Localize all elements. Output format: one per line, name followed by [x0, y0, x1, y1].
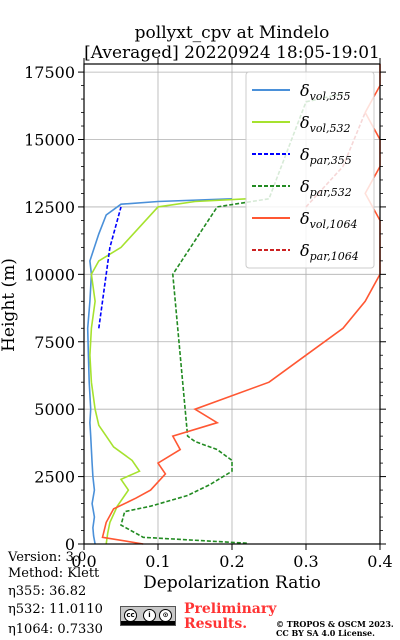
series-line-1	[89, 198, 247, 545]
x-tick-label: 0.1	[145, 552, 170, 571]
y-tick-label: 7500	[34, 333, 75, 352]
license-bar	[121, 621, 175, 625]
preliminary-results-text: Preliminary Results.	[184, 602, 276, 632]
series-line-2	[98, 206, 122, 329]
y-tick-label: 5000	[34, 400, 75, 419]
chart-title-line1: pollyxt_cpv at Mindelo	[135, 23, 330, 43]
version-text: Version: 3.0	[8, 550, 87, 565]
legend-label-1: δvol,532	[300, 113, 351, 135]
y-tick-label: 12500	[24, 198, 75, 217]
legend-label-4: δvol,1064	[300, 209, 358, 231]
x-tick-label: 0.0	[71, 552, 96, 571]
copyright-line1: © TROPOS & OSCM 2023.	[276, 619, 394, 629]
eta1064-text: η1064: 0.7330	[8, 622, 103, 637]
copyright-line2: CC BY SA 4.0 License.	[276, 628, 375, 638]
legend-label-3: δpar,532	[300, 177, 352, 199]
chart-title-line2: [Averaged] 20220924 18:05-19:01	[84, 43, 380, 63]
y-axis-label: Height (m)	[0, 258, 19, 352]
share-alike-icon: ⊙	[159, 609, 172, 622]
x-tick-label: 0.2	[219, 552, 244, 571]
prelim-line1: Preliminary	[184, 601, 277, 617]
y-tick-label: 15000	[24, 131, 75, 150]
legend-label-2: δpar,355	[300, 145, 352, 167]
series-line-0	[86, 198, 233, 545]
legend: δvol,355 δvol,532 δpar,355 δpar,532 δvol,106…	[245, 71, 375, 269]
plot-axes: 0.0 0.1 0.2 0.3 0.4 0 2500 5000 7500 10000 12500 15…	[24, 58, 393, 571]
eta355-text: η355: 36.82	[8, 584, 87, 599]
legend-label-5: δpar,1064	[300, 241, 359, 263]
prelim-line2: Results.	[184, 616, 248, 632]
legend-label-0: δvol,355	[300, 81, 351, 103]
x-axis-label: Depolarization Ratio	[143, 573, 321, 593]
y-tick-label: 2500	[34, 468, 75, 487]
cc-license-logo: cc i ⊙	[120, 606, 176, 626]
method-text: Method: Klett	[8, 566, 100, 581]
eta532-text: η532: 11.0110	[8, 602, 103, 617]
x-tick-label: 0.4	[367, 552, 392, 571]
series-line-3	[120, 92, 344, 544]
x-tick-label: 0.3	[293, 552, 318, 571]
y-tick-label: 10000	[24, 265, 75, 284]
copyright-text: © TROPOS & OSCM 2023. CC BY SA 4.0 Licen…	[276, 620, 394, 638]
y-tick-label: 0	[65, 535, 75, 554]
y-tick-label: 17500	[24, 63, 75, 82]
